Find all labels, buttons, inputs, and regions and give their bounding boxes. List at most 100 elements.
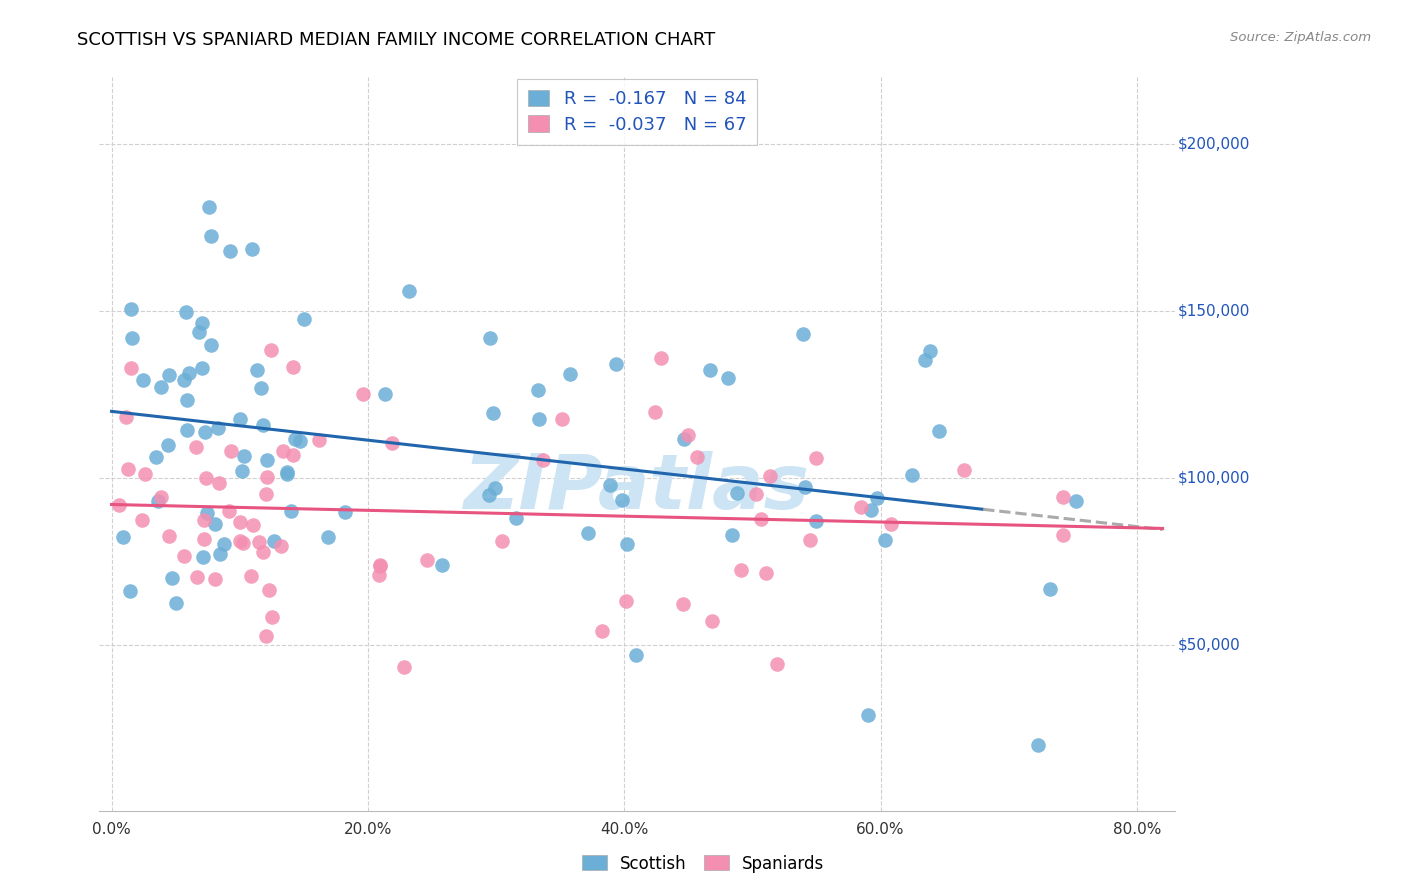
Point xyxy=(108,499,131,513)
Point xyxy=(195,471,218,485)
Point xyxy=(160,571,183,585)
Point xyxy=(260,609,283,624)
Point xyxy=(240,569,263,583)
Point xyxy=(188,326,211,340)
Point xyxy=(193,512,215,526)
Point xyxy=(198,200,221,214)
Point xyxy=(131,513,153,527)
Point xyxy=(1064,494,1087,508)
Point xyxy=(558,367,581,381)
Point xyxy=(194,425,217,439)
Point xyxy=(193,533,215,547)
Point xyxy=(256,470,278,484)
Point xyxy=(165,596,187,610)
Point xyxy=(914,352,936,367)
Point xyxy=(804,514,827,528)
Point xyxy=(527,412,550,426)
Point xyxy=(678,428,700,442)
Point xyxy=(928,424,950,438)
Legend: R =  -0.167   N = 84, R =  -0.037   N = 67: R = -0.167 N = 84, R = -0.037 N = 67 xyxy=(517,79,758,145)
Point xyxy=(352,387,374,401)
Point xyxy=(368,567,391,582)
Point xyxy=(132,373,155,387)
Point xyxy=(484,481,506,495)
Point xyxy=(725,486,748,500)
Point xyxy=(232,536,254,550)
Point xyxy=(173,549,195,564)
Point xyxy=(229,412,252,426)
Point xyxy=(335,505,357,519)
Point xyxy=(218,504,240,518)
Point xyxy=(281,448,304,462)
Point xyxy=(157,529,180,543)
Point xyxy=(271,443,294,458)
Point xyxy=(672,597,695,611)
Point xyxy=(120,360,142,375)
Point xyxy=(856,708,879,723)
Point xyxy=(308,434,330,448)
Text: $200,000: $200,000 xyxy=(1178,136,1250,152)
Point xyxy=(276,465,298,479)
Point xyxy=(204,572,226,586)
Point xyxy=(866,491,889,505)
Point xyxy=(398,284,420,298)
Point xyxy=(860,503,883,517)
Point xyxy=(114,409,136,424)
Point xyxy=(416,553,439,567)
Point xyxy=(794,480,817,494)
Point xyxy=(616,594,638,608)
Point xyxy=(207,476,229,491)
Point xyxy=(204,517,226,532)
Point xyxy=(478,331,501,345)
Point xyxy=(242,242,264,256)
Point xyxy=(200,338,222,352)
Point xyxy=(134,467,156,481)
Point xyxy=(368,558,391,572)
Point xyxy=(721,528,744,542)
Point xyxy=(231,464,253,478)
Point xyxy=(176,393,198,408)
Point xyxy=(157,368,180,383)
Point xyxy=(792,326,814,341)
Point xyxy=(527,383,550,397)
Point xyxy=(111,530,134,544)
Point xyxy=(626,648,648,662)
Point xyxy=(200,229,222,244)
Point xyxy=(229,533,252,548)
Point xyxy=(744,487,766,501)
Point xyxy=(432,558,454,572)
Point xyxy=(120,301,142,316)
Point xyxy=(478,488,501,502)
Point xyxy=(186,570,208,584)
Point xyxy=(208,547,231,561)
Point xyxy=(591,624,613,639)
Point xyxy=(219,444,242,458)
Point xyxy=(316,530,339,544)
Point xyxy=(256,453,278,467)
Point xyxy=(766,657,789,671)
Point xyxy=(117,462,139,476)
Point xyxy=(156,438,179,452)
Point xyxy=(191,360,214,375)
Point xyxy=(280,503,302,517)
Point xyxy=(218,244,240,258)
Point xyxy=(650,351,672,365)
Point xyxy=(176,423,198,437)
Text: ZIPatlas: ZIPatlas xyxy=(464,451,810,525)
Point xyxy=(246,363,269,377)
Point xyxy=(804,450,827,465)
Point xyxy=(578,526,600,541)
Point xyxy=(263,533,285,548)
Point xyxy=(849,500,872,514)
Point xyxy=(276,467,298,481)
Point xyxy=(242,517,264,532)
Point xyxy=(191,316,214,330)
Point xyxy=(374,386,396,401)
Point xyxy=(173,373,195,387)
Point xyxy=(193,549,215,564)
Point xyxy=(207,421,229,435)
Point xyxy=(381,435,404,450)
Point xyxy=(177,367,200,381)
Point xyxy=(229,515,252,529)
Point xyxy=(120,584,142,599)
